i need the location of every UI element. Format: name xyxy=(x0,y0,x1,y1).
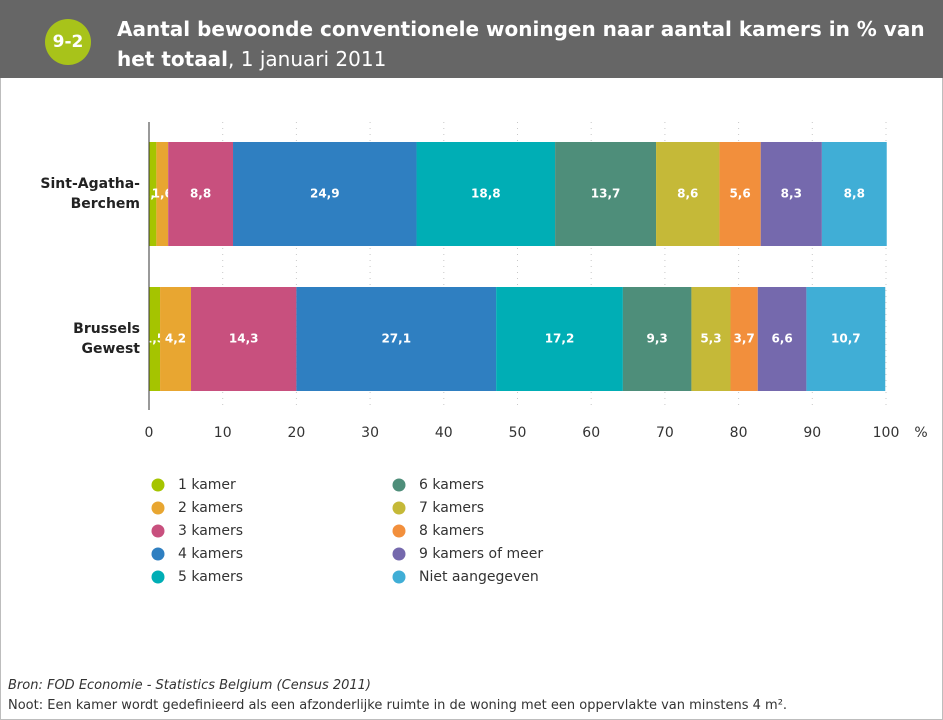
x-tick-label: 90 xyxy=(803,425,821,441)
x-tick-label: 100 xyxy=(873,425,900,441)
bar-segment xyxy=(760,142,822,246)
note: Noot: Een kamer wordt gedefinieerd als e… xyxy=(8,698,788,713)
legend-swatch xyxy=(392,501,406,515)
source: Bron: FOD Economie - Statistics Belgium … xyxy=(8,678,372,693)
legend-label: 3 kamers xyxy=(178,523,243,539)
value-label: 1,6 xyxy=(152,187,173,201)
bar-segment xyxy=(656,142,720,246)
legend-swatch xyxy=(151,570,165,584)
legend-label: 1 kamer xyxy=(178,477,236,493)
bar-segment xyxy=(233,142,417,246)
x-tick-label: 60 xyxy=(582,425,600,441)
x-tick-label: 70 xyxy=(656,425,674,441)
value-label: 9,3 xyxy=(647,332,668,346)
bar-segment xyxy=(191,287,297,391)
bar-segment xyxy=(496,287,623,391)
bar-segment xyxy=(757,287,807,391)
value-label: 18,8 xyxy=(471,187,501,201)
bar-segment xyxy=(156,142,169,246)
bar-segment xyxy=(730,287,758,391)
value-label: 27,1 xyxy=(381,332,411,346)
legend-swatch xyxy=(392,478,406,492)
value-label: 13,7 xyxy=(591,187,621,201)
badge: 9-2 xyxy=(45,19,91,65)
legend-label: 6 kamers xyxy=(419,477,484,493)
x-tick-label: 40 xyxy=(435,425,453,441)
value-label: 6,6 xyxy=(771,332,792,346)
legend-swatch xyxy=(151,501,165,515)
x-tick-label: 0 xyxy=(145,425,154,441)
bar-segment xyxy=(806,287,886,391)
legend-swatch xyxy=(151,547,165,561)
x-tick-label: 10 xyxy=(214,425,232,441)
bar-segment xyxy=(691,287,731,391)
legend-swatch xyxy=(392,524,406,538)
value-label: 5,6 xyxy=(729,187,750,201)
title: Aantal bewoonde conventionele woningen n… xyxy=(117,14,927,74)
legend-swatch xyxy=(392,547,406,561)
category-label: Brussels Gewest xyxy=(73,321,140,357)
value-label: 5,3 xyxy=(700,332,721,346)
value-label: 4,2 xyxy=(165,332,186,346)
legend-label: 7 kamers xyxy=(419,500,484,516)
bar-segment xyxy=(296,287,497,391)
bar-segment xyxy=(555,142,657,246)
value-label: 8,8 xyxy=(190,187,211,201)
bar-segment xyxy=(821,142,887,246)
value-label: 8,8 xyxy=(844,187,865,201)
value-label: 14,3 xyxy=(229,332,259,346)
x-axis-label: % xyxy=(914,425,927,441)
legend-label: 2 kamers xyxy=(178,500,243,516)
title-rest: , 1 januari 2011 xyxy=(228,47,387,71)
value-label: 10,7 xyxy=(831,332,861,346)
legend-label: 8 kamers xyxy=(419,523,484,539)
value-label: 3,7 xyxy=(733,332,754,346)
x-tick-label: 50 xyxy=(509,425,527,441)
bar-segment xyxy=(160,287,192,391)
legend-swatch xyxy=(392,570,406,584)
x-tick-label: 20 xyxy=(287,425,305,441)
legend-swatch xyxy=(151,524,165,538)
bar-segment xyxy=(149,287,161,391)
value-label: 24,9 xyxy=(310,187,340,201)
value-label: 8,3 xyxy=(781,187,802,201)
bar-segment xyxy=(622,287,692,391)
legend-label: 4 kamers xyxy=(178,546,243,562)
x-tick-label: 30 xyxy=(361,425,379,441)
bar-segment xyxy=(719,142,761,246)
legend-label: 9 kamers of meer xyxy=(419,546,543,562)
header: 9-2 Aantal bewoonde conventionele woning… xyxy=(0,0,943,78)
value-label: 8,6 xyxy=(677,187,698,201)
bar-segment xyxy=(149,142,157,246)
legend-swatch xyxy=(151,478,165,492)
legend-label: Niet aangegeven xyxy=(419,569,539,585)
title-bold: Aantal bewoonde conventionele woningen n… xyxy=(117,17,925,71)
category-label: Sint-Agatha-Berchem xyxy=(40,176,140,212)
bar-segment xyxy=(416,142,556,246)
bar-segment xyxy=(168,142,234,246)
x-tick-label: 80 xyxy=(730,425,748,441)
legend-label: 5 kamers xyxy=(178,569,243,585)
value-label: 17,2 xyxy=(545,332,575,346)
